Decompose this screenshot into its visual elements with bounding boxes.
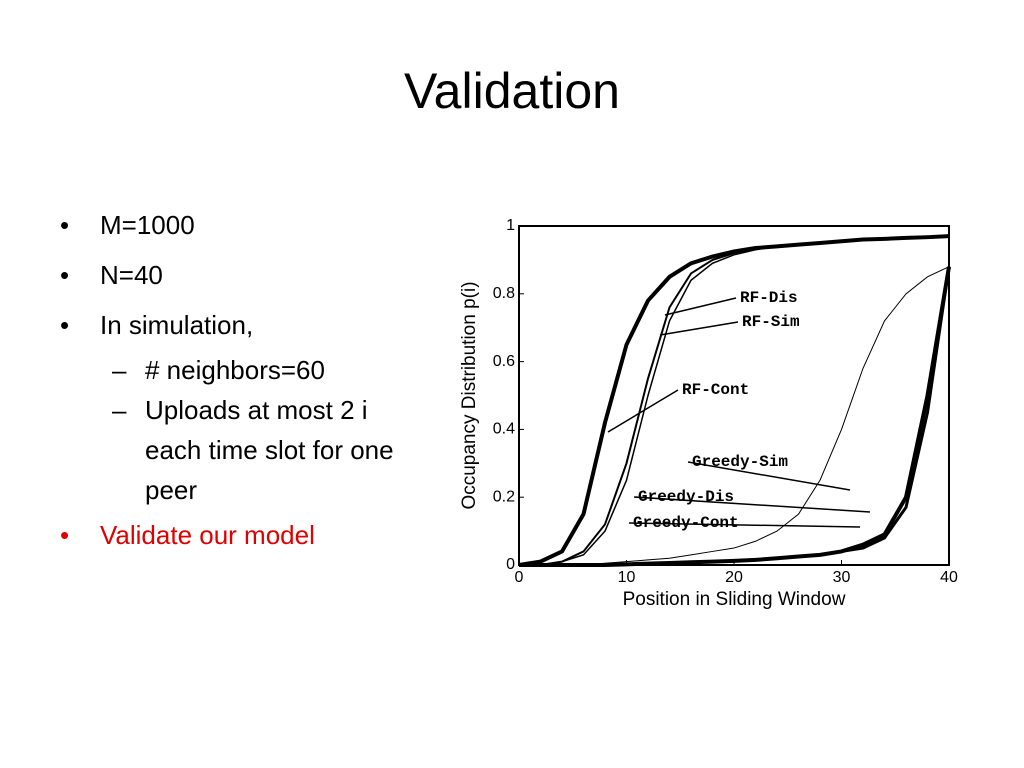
series-label: RF-Dis xyxy=(740,289,798,307)
y-axis-label: Occupancy Distribution p(i) xyxy=(459,281,480,509)
bullet: N=40 xyxy=(60,250,420,300)
chart: 0 10 20 30 40 0 0.2 0.4 0.6 0.8 1 Position in Slidi… xyxy=(459,217,958,610)
bullet: Uploads at most 2 i each time slot for o… xyxy=(60,390,415,510)
bullet-list: M=1000N=40In simulation,# neighbors=60Up… xyxy=(60,200,420,560)
y-tick-label: 1 xyxy=(506,217,515,234)
y-tick-label: 0 xyxy=(506,556,515,573)
x-tick-label: 30 xyxy=(833,569,851,586)
series-label: RF-Cont xyxy=(682,381,749,399)
series-line xyxy=(519,266,951,567)
annotation-arrow xyxy=(607,389,679,433)
annotation-arrow xyxy=(628,522,861,528)
y-tick-label: 0.6 xyxy=(493,353,515,370)
series-label: Greedy-Cont xyxy=(633,514,739,532)
annotation-arrow xyxy=(687,461,851,491)
x-tick-label: 40 xyxy=(940,569,958,586)
slide-title: Validation xyxy=(404,63,620,119)
x-tick-label: 20 xyxy=(725,569,743,586)
bullet: Validate our model xyxy=(60,510,420,560)
annotation-arrow xyxy=(664,297,737,316)
bullet: M=1000 xyxy=(60,200,420,250)
annotation-arrow xyxy=(633,496,871,513)
y-tick-label: 0.4 xyxy=(493,421,515,438)
series-label: Greedy-Sim xyxy=(692,453,788,471)
x-axis-label: Position in Sliding Window xyxy=(623,589,846,610)
series-line xyxy=(518,234,950,567)
x-tick-label: 0 xyxy=(515,569,524,586)
series-label: Greedy-Dis xyxy=(638,488,734,506)
bullet: # neighbors=60 xyxy=(60,350,415,390)
y-tick-label: 0.8 xyxy=(493,285,515,302)
series-label: RF-Sim xyxy=(742,313,800,331)
bullet: In simulation, xyxy=(60,300,420,350)
x-tick-label: 10 xyxy=(618,569,636,586)
annotation-arrow xyxy=(659,321,739,336)
y-tick-label: 0.2 xyxy=(493,488,515,505)
